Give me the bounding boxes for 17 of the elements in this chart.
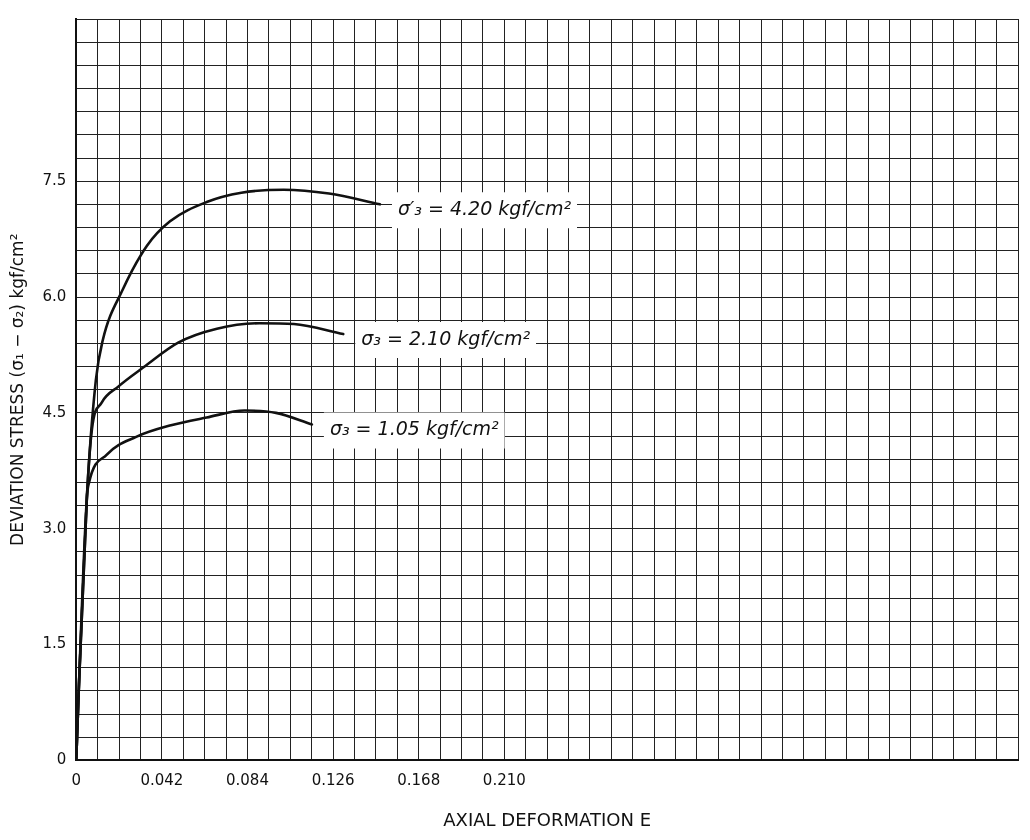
y-tick-label: 6.0	[42, 286, 67, 305]
series-label: σ′₃ = 4.20 kgf/cm²	[397, 197, 572, 220]
y-tick-label: 0	[56, 750, 67, 769]
series-label: σ₃ = 2.10 kgf/cm²	[361, 327, 531, 350]
x-tick-label: 0.210	[482, 771, 526, 790]
y-tick-label: 7.5	[42, 171, 67, 190]
x-tick-label: 0.168	[397, 771, 441, 790]
x-tick-label: 0.126	[311, 771, 355, 790]
y-tick-label: 1.5	[42, 634, 67, 653]
x-axis-title: AXIAL DEFORMATION E	[443, 808, 652, 830]
series-label: σ₃ = 1.05 kgf/cm²	[329, 417, 500, 440]
x-tick-label: 0	[71, 771, 82, 790]
y-tick-label: 4.5	[42, 402, 67, 421]
x-tick-label: 0.042	[140, 771, 184, 790]
y-axis-title: DEVIATION STRESS (σ₁ − σ₂) kgf/cm²	[6, 233, 27, 546]
x-tick-label: 0.084	[226, 771, 269, 790]
y-tick-label: 3.0	[42, 518, 67, 537]
